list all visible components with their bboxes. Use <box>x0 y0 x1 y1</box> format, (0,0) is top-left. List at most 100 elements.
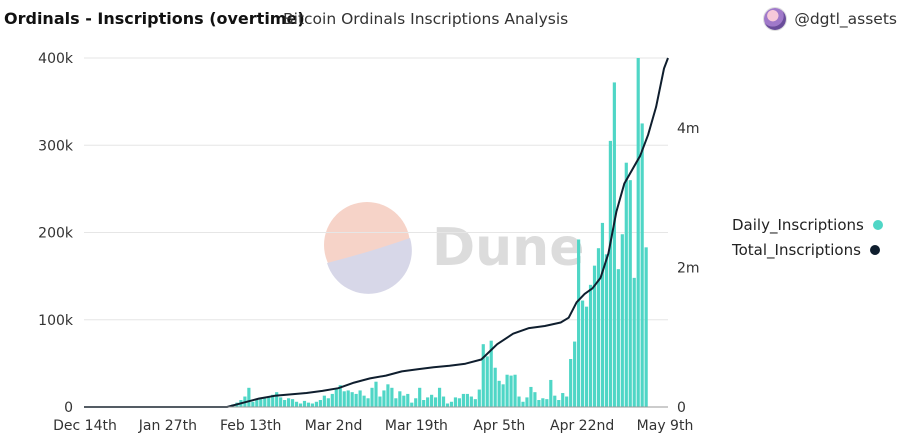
daily-inscriptions-bar <box>612 82 616 408</box>
legend-item-daily[interactable]: Daily_Inscriptions <box>732 212 883 237</box>
y-left-tick-label: 400k <box>38 51 74 67</box>
x-tick-label: May 9th <box>637 418 694 434</box>
daily-inscriptions-bar <box>569 359 573 407</box>
daily-inscriptions-bar <box>263 398 267 407</box>
header: Ordinals - Inscriptions (overtime) Bitco… <box>0 0 897 40</box>
daily-inscriptions-bar <box>573 341 577 407</box>
daily-inscriptions-bar <box>596 248 601 407</box>
avatar-icon <box>764 8 787 30</box>
daily-inscriptions-bar <box>394 398 398 407</box>
chart-title: Ordinals - Inscriptions (overtime) <box>4 9 305 28</box>
daily-inscriptions-bar <box>310 403 315 407</box>
daily-inscriptions-bar <box>330 393 334 407</box>
daily-inscriptions-bar <box>402 395 406 407</box>
daily-inscriptions-bar <box>418 387 422 407</box>
daily-inscriptions-bar <box>437 387 442 407</box>
daily-inscriptions-bar <box>350 392 354 407</box>
daily-inscriptions-bar <box>271 394 275 407</box>
daily-inscriptions-bar <box>362 395 366 407</box>
daily-inscriptions-bar <box>302 400 307 407</box>
daily-inscriptions-bar <box>509 375 513 407</box>
y-right-tick-label: 4m <box>677 121 700 137</box>
daily-inscriptions-bar <box>322 395 326 407</box>
daily-inscriptions-bar <box>251 401 255 407</box>
daily-inscriptions-bar <box>370 387 374 407</box>
daily-inscriptions-bar <box>477 389 481 407</box>
daily-inscriptions-bar <box>275 392 279 407</box>
legend-label-daily: Daily_Inscriptions <box>732 215 864 234</box>
daily-inscriptions-bar <box>533 392 537 407</box>
daily-inscriptions-bar <box>390 387 394 407</box>
daily-inscriptions-bar <box>473 399 477 407</box>
axes: 0 100k 200k 300k 400k 0 2m 4m Dec 14th Jan 27th Fe… <box>38 51 699 434</box>
daily-inscriptions-bar <box>426 397 430 407</box>
daily-inscriptions-bar <box>513 374 517 407</box>
y-left-tick-label: 200k <box>38 226 74 242</box>
dune-logo-swoosh <box>327 238 412 294</box>
y-right-tick-label: 0 <box>677 400 686 416</box>
daily-inscriptions-bar <box>549 379 553 407</box>
daily-inscriptions-bar <box>414 398 418 407</box>
daily-inscriptions-bar <box>386 384 390 407</box>
x-tick-label: Apr 22nd <box>550 418 614 434</box>
daily-inscriptions-bar <box>259 399 263 407</box>
x-tick-label: Dec 14th <box>53 418 117 434</box>
daily-inscriptions-bar <box>481 344 485 407</box>
daily-inscriptions-bar <box>521 401 525 407</box>
daily-inscriptions-bar <box>505 374 509 407</box>
dune-watermark-text: Dune <box>432 218 584 278</box>
daily-inscriptions-bar <box>346 390 350 407</box>
daily-inscriptions-bar <box>453 397 458 407</box>
daily-inscriptions-bar <box>489 340 493 407</box>
daily-inscriptions-bar <box>493 367 497 407</box>
x-tick-label: Jan 27th <box>138 418 197 434</box>
daily-inscriptions-bar <box>354 393 358 407</box>
daily-inscriptions-bar <box>588 284 593 407</box>
daily-inscriptions-bar <box>306 402 311 407</box>
daily-inscriptions-bar <box>338 385 342 407</box>
daily-inscriptions-bar <box>624 162 628 407</box>
daily-inscriptions-bar <box>565 396 569 407</box>
daily-inscriptions-bar <box>529 386 533 407</box>
daily-inscriptions-bar <box>334 388 338 407</box>
daily-inscriptions-bar <box>620 234 624 407</box>
daily-inscriptions-bar <box>449 401 454 407</box>
daily-inscriptions-bar <box>469 396 473 407</box>
y-left-tick-label: 100k <box>38 313 74 329</box>
legend-label-total: Total_Inscriptions <box>732 240 861 259</box>
daily-inscriptions-bar <box>461 393 465 407</box>
grid-lines <box>84 57 668 321</box>
daily-inscriptions-bar <box>267 396 271 407</box>
daily-inscriptions-bar <box>608 140 612 407</box>
daily-inscriptions-bar <box>525 397 529 407</box>
daily-inscriptions-bar <box>501 384 505 407</box>
daily-inscriptions-bar <box>628 180 632 407</box>
daily-inscriptions-bar <box>318 400 322 407</box>
daily-inscriptions-bar <box>279 397 283 407</box>
daily-inscriptions-bar <box>434 397 438 407</box>
daily-inscriptions-bar <box>541 398 545 407</box>
daily-inscriptions-bar <box>580 300 585 407</box>
daily-inscriptions-bar <box>255 400 259 407</box>
daily-inscriptions-bar <box>366 398 370 407</box>
daily-inscriptions-bar <box>290 399 295 407</box>
daily-inscriptions-bar <box>457 398 462 407</box>
daily-inscriptions-bar <box>644 247 648 407</box>
daily-inscriptions-bar <box>314 401 318 407</box>
daily-inscriptions-bar <box>445 403 450 407</box>
legend-item-total[interactable]: Total_Inscriptions <box>732 237 883 262</box>
daily-inscriptions-bar <box>298 403 303 407</box>
daily-inscriptions-bar <box>410 402 414 407</box>
author-handle: @dgtl_assets <box>794 10 897 28</box>
daily-inscriptions-bar <box>378 396 382 407</box>
dune-watermark: Dune <box>324 202 584 294</box>
x-tick-label: Apr 5th <box>473 418 525 434</box>
x-tick-label: Mar 2nd <box>305 418 363 434</box>
total-inscriptions-line <box>84 57 669 408</box>
x-tick-label: Mar 19th <box>385 418 448 434</box>
author-badge[interactable]: @dgtl_assets <box>764 8 897 30</box>
daily-inscriptions-bar <box>326 398 330 407</box>
y-left-tick-label: 0 <box>64 400 73 416</box>
daily-inscriptions-bar <box>640 123 644 407</box>
daily-inscriptions-bar <box>561 393 565 407</box>
